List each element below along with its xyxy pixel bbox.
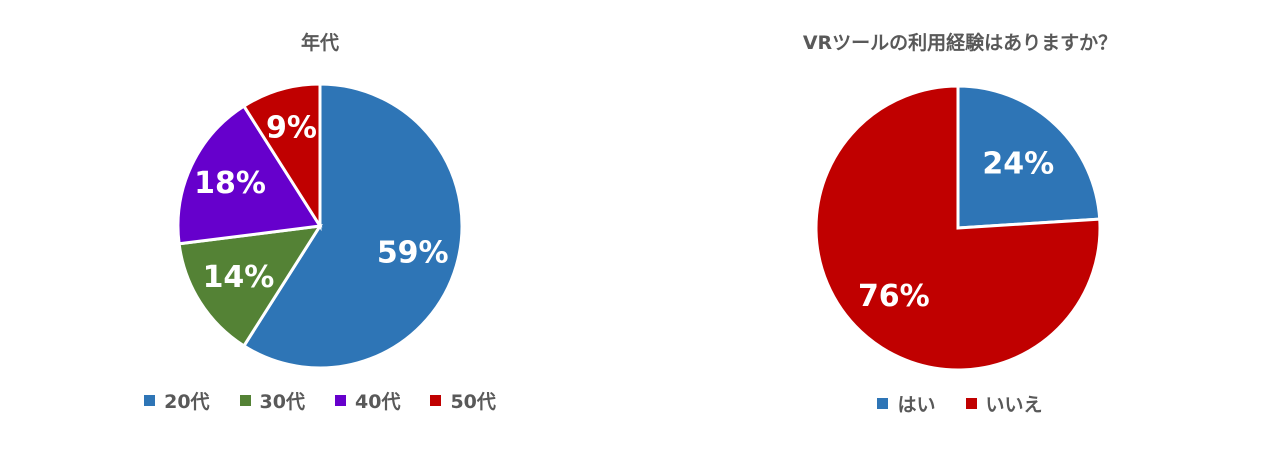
pie-slice-4 <box>241 82 322 232</box>
legend-item-2: 30代 <box>239 387 305 414</box>
legend-swatch <box>335 395 346 406</box>
chart-title: VRツールの利用経験はありますか？ <box>802 32 1118 54</box>
age-pie-chart: 年代 59% 14% 18% 9% 20代 30代 40代 50代 <box>0 32 640 414</box>
legend-item-4: 50代 <box>430 387 496 414</box>
legend-swatch <box>430 395 442 406</box>
chart-legend: はい いいえ <box>640 390 1280 417</box>
legend-swatch <box>965 398 977 409</box>
data-label-2: 14% <box>203 260 275 295</box>
legend-swatch <box>877 398 889 409</box>
pie-plot-area: 59% 14% 18%9% <box>176 82 464 370</box>
chart-title: 年代 <box>300 32 339 54</box>
pie-slice-3 <box>176 104 323 246</box>
data-label-1: 24% <box>982 146 1054 181</box>
legend-swatch <box>144 395 156 406</box>
data-label-3: 18% <box>194 166 266 201</box>
legend-label: 50代 <box>450 391 496 413</box>
legend-label: 20代 <box>164 391 210 413</box>
data-label-1: 59% <box>377 235 449 270</box>
legend-label: いいえ <box>985 394 1043 416</box>
legend-item-1: はい <box>877 390 936 417</box>
legend-item-2: いいえ <box>965 390 1043 417</box>
data-label-2: 76% <box>858 279 930 314</box>
legend-item-1: 20代 <box>144 387 210 414</box>
legend-label: はい <box>897 394 936 416</box>
pie-slice-1 <box>956 84 1102 230</box>
data-label-4: 9% <box>266 110 317 145</box>
pie-plot-area: 24% 76% <box>814 84 1102 372</box>
legend-item-3: 40代 <box>335 387 400 414</box>
pie-slice-2 <box>177 224 323 348</box>
pie-slice-2 <box>814 84 1102 372</box>
legend-swatch <box>239 395 251 406</box>
vr-experience-pie-chart: VRツールの利用経験はありますか？ 24% 76% はい いいえ <box>640 0 1280 457</box>
legend-label: 30代 <box>259 391 305 413</box>
chart-legend: 20代 30代 40代 50代 <box>0 387 640 414</box>
legend-label: 40代 <box>355 391 401 413</box>
pie-slice-1 <box>241 82 464 370</box>
